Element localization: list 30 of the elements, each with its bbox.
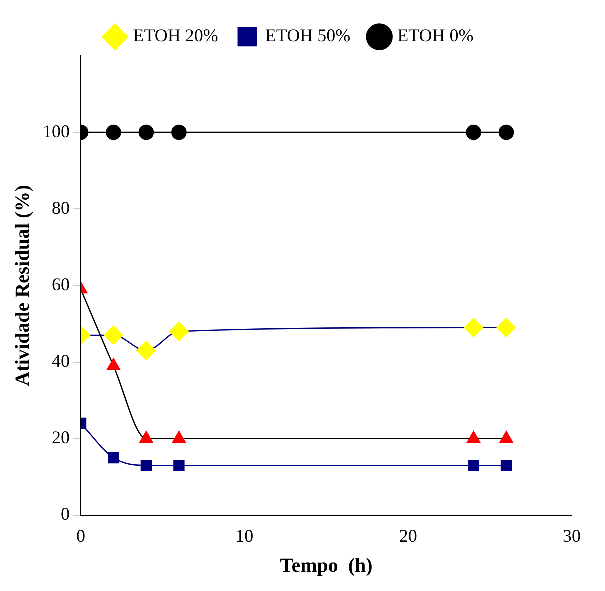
point [172,124,187,140]
x-tick-label: 20 [399,526,418,546]
x-tick-label: 10 [236,526,254,546]
legend-label: ETOH 50% [265,26,351,46]
legend-label: ETOH 0% [398,26,474,46]
point [466,124,482,140]
x-tick-label: 30 [563,526,581,546]
point [174,460,185,472]
point [500,460,512,472]
point [104,326,124,346]
y-tick-label: 20 [52,428,70,448]
point [498,124,514,140]
point [464,318,484,338]
point [140,460,152,472]
point [108,452,120,464]
y-tick-label: 40 [52,351,70,371]
x-tick-label: 0 [76,526,86,546]
y-axis-title: Atividade Residual (%) [12,185,34,386]
x-axis-title: Tempo (h) [280,555,373,578]
point [496,318,516,338]
point [136,341,156,360]
y-tick-label: 80 [52,198,70,218]
y-tick-label: 0 [61,504,70,524]
point [170,322,189,342]
point [106,124,122,140]
point [468,460,480,472]
y-tick-label: 100 [43,121,70,142]
y-tick-label: 60 [52,274,70,294]
point [138,124,154,140]
legend-label: ETOH 20% [133,26,218,46]
